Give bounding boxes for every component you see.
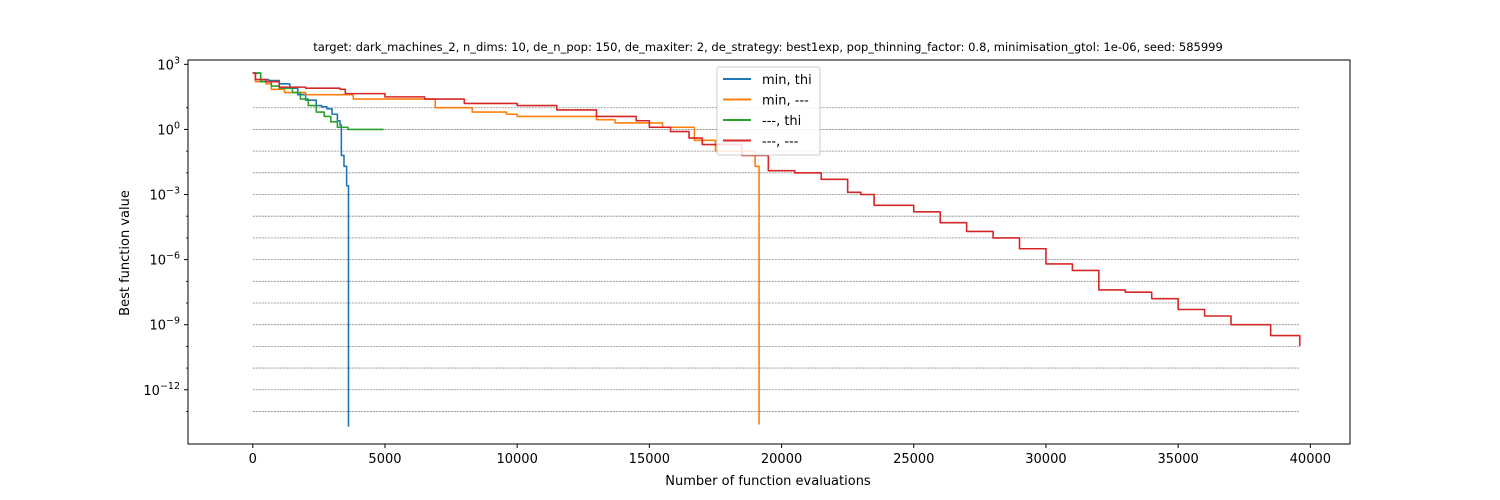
legend: min, thi min, --- ---, thi ---, --- <box>716 66 821 156</box>
series-line-1 <box>252 72 350 427</box>
series-line-2 <box>252 72 760 425</box>
legend-label: ---, thi <box>762 114 801 129</box>
legend-box <box>716 66 821 156</box>
legend-label: min, thi <box>762 73 812 88</box>
legend-label: ---, --- <box>762 135 799 150</box>
y-tick-label: 100 <box>157 120 180 138</box>
series-line-4 <box>252 72 1301 347</box>
y-tick-label: 10−12 <box>143 381 180 399</box>
x-tick-label: 5000 <box>368 452 401 467</box>
x-tick-label: 15000 <box>629 452 670 467</box>
y-axis-label: Best function value <box>118 190 133 316</box>
plot-area-frame <box>187 59 1351 445</box>
series-line-3 <box>252 72 384 131</box>
y-axis: 103 100 10−3 10−6 10−9 10−12 <box>143 55 188 412</box>
x-tick-label: 40000 <box>1290 452 1331 467</box>
y-tick-label: 10−3 <box>149 186 180 204</box>
x-axis-label: Number of function evaluations <box>665 474 871 489</box>
series-layer <box>252 72 1301 427</box>
legend-label: min, --- <box>762 94 809 109</box>
y-tick-label: 10−6 <box>149 251 180 269</box>
x-tick-label: 0 <box>249 452 257 467</box>
x-tick-label: 20000 <box>761 452 802 467</box>
y-tick-label: 103 <box>157 55 180 73</box>
x-tick-label: 25000 <box>893 452 934 467</box>
chart-title: target: dark_machines_2, n_dims: 10, de_… <box>313 40 1223 54</box>
x-axis: 0 5000 10000 15000 20000 25000 30000 35000 40000 <box>249 444 1331 467</box>
x-tick-label: 10000 <box>496 452 537 467</box>
y-tick-label: 10−9 <box>149 316 180 334</box>
x-tick-label: 35000 <box>1157 452 1198 467</box>
x-tick-label: 30000 <box>1025 452 1066 467</box>
